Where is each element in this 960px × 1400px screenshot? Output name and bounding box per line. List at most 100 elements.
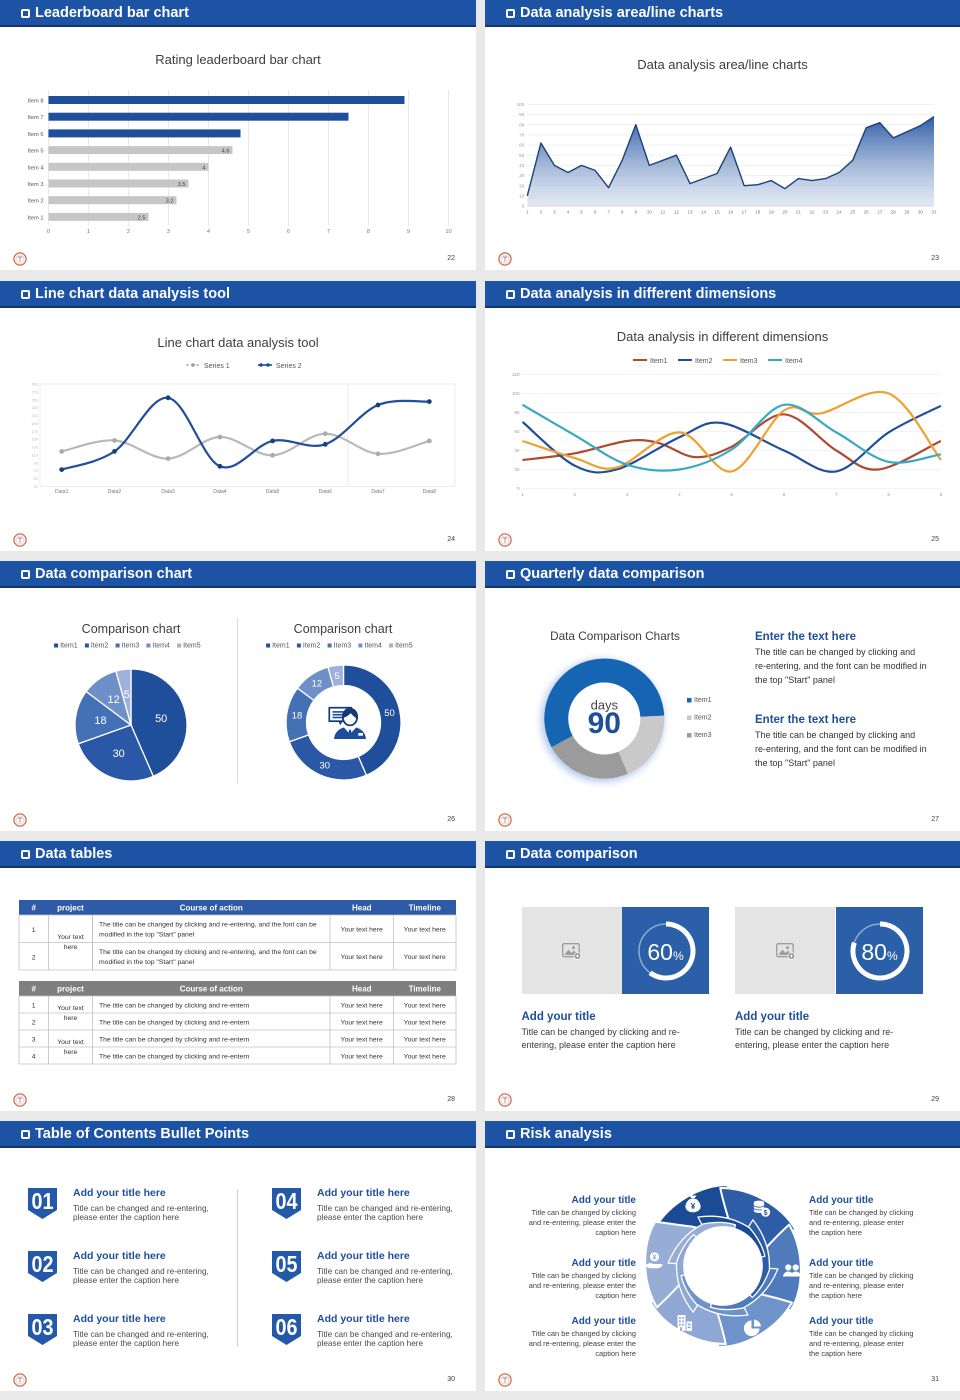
svg-text:3.2: 3.2 bbox=[166, 199, 174, 205]
svg-text:Data Comparison Charts: Data Comparison Charts bbox=[550, 629, 680, 643]
svg-text:Item1: Item1 bbox=[272, 643, 290, 650]
svg-text:Your text here: Your text here bbox=[341, 927, 383, 934]
svg-text:Your text here: Your text here bbox=[341, 1003, 383, 1010]
svg-text:19: 19 bbox=[769, 210, 775, 215]
svg-text:170: 170 bbox=[31, 429, 38, 434]
svg-text:Item3: Item3 bbox=[740, 358, 758, 365]
svg-text:2: 2 bbox=[574, 492, 577, 497]
svg-text:Item1: Item1 bbox=[650, 358, 668, 365]
svg-text:Course of action: Course of action bbox=[180, 904, 243, 913]
svg-text:The title can be changed by cl: The title can be changed by clicking and… bbox=[99, 1020, 250, 1027]
svg-text:Item5: Item5 bbox=[395, 643, 413, 650]
svg-text:Your text here: Your text here bbox=[341, 1037, 383, 1044]
svg-text:The title can be changed by cl: The title can be changed by clicking and… bbox=[99, 1054, 250, 1061]
svg-text:50: 50 bbox=[155, 713, 167, 725]
svg-text:18: 18 bbox=[292, 711, 303, 722]
svg-text:Your text here: Your text here bbox=[404, 1054, 446, 1061]
svg-text:20: 20 bbox=[519, 183, 525, 188]
svg-text:06: 06 bbox=[275, 1314, 297, 1340]
svg-text:project: project bbox=[57, 985, 84, 994]
svg-text:17: 17 bbox=[742, 210, 748, 215]
svg-text:6: 6 bbox=[783, 492, 786, 497]
svg-text:70: 70 bbox=[519, 133, 525, 138]
svg-text:30: 30 bbox=[320, 761, 331, 772]
svg-text:Item 6: Item 6 bbox=[28, 132, 44, 138]
svg-text:40: 40 bbox=[514, 448, 520, 453]
svg-text:Item1: Item1 bbox=[60, 643, 78, 650]
svg-text:7: 7 bbox=[327, 229, 330, 235]
svg-text:The title can be changed by cl: The title can be changed by clicking and… bbox=[99, 1003, 250, 1010]
svg-text:3: 3 bbox=[553, 210, 556, 215]
svg-text:18: 18 bbox=[94, 715, 106, 727]
svg-text:27: 27 bbox=[877, 210, 883, 215]
svg-text:18: 18 bbox=[755, 210, 761, 215]
svg-text:1: 1 bbox=[526, 210, 529, 215]
svg-text:4: 4 bbox=[567, 210, 570, 215]
svg-text:8: 8 bbox=[367, 229, 370, 235]
svg-text:2: 2 bbox=[127, 229, 130, 235]
svg-text:Your text here: Your text here bbox=[341, 1020, 383, 1027]
svg-text:14: 14 bbox=[701, 210, 707, 215]
svg-text:The title can be changed by cl: The title can be changed by clicking and… bbox=[99, 922, 317, 929]
svg-text:30: 30 bbox=[113, 748, 125, 760]
svg-text:21: 21 bbox=[796, 210, 802, 215]
svg-text:Data6: Data6 bbox=[319, 489, 333, 495]
svg-text:2: 2 bbox=[32, 1020, 36, 1027]
svg-text:250: 250 bbox=[31, 397, 38, 402]
svg-text:Head: Head bbox=[352, 985, 372, 994]
svg-text:The title can be changed by cl: The title can be changed by clicking and… bbox=[99, 949, 317, 956]
svg-text:4: 4 bbox=[202, 165, 205, 171]
svg-text:190: 190 bbox=[31, 421, 38, 426]
svg-text:Item5: Item5 bbox=[183, 643, 201, 650]
svg-text:30: 30 bbox=[918, 210, 924, 215]
svg-text:#: # bbox=[32, 985, 37, 994]
svg-text:3.5: 3.5 bbox=[178, 182, 186, 188]
svg-text:Item3: Item3 bbox=[694, 732, 712, 739]
svg-text:90: 90 bbox=[34, 460, 39, 465]
svg-text:90: 90 bbox=[519, 112, 525, 117]
svg-text:4: 4 bbox=[678, 492, 681, 497]
svg-text:8: 8 bbox=[621, 210, 624, 215]
svg-text:20: 20 bbox=[782, 210, 788, 215]
svg-text:2: 2 bbox=[32, 954, 36, 961]
svg-text:9: 9 bbox=[407, 229, 410, 235]
svg-text:Item 2: Item 2 bbox=[28, 199, 44, 205]
svg-text:0: 0 bbox=[517, 486, 520, 491]
svg-text:13: 13 bbox=[687, 210, 693, 215]
svg-text:30: 30 bbox=[519, 173, 525, 178]
svg-text:#: # bbox=[32, 904, 37, 913]
svg-text:25: 25 bbox=[850, 210, 856, 215]
svg-text:50: 50 bbox=[519, 153, 525, 158]
svg-text:3: 3 bbox=[167, 229, 170, 235]
svg-text:03: 03 bbox=[31, 1314, 53, 1340]
svg-text:11: 11 bbox=[661, 210, 666, 215]
svg-text:12: 12 bbox=[674, 210, 680, 215]
svg-text:Item4: Item4 bbox=[152, 643, 170, 650]
svg-text:7: 7 bbox=[607, 210, 610, 215]
svg-text:05: 05 bbox=[275, 1251, 297, 1277]
svg-text:Your text here: Your text here bbox=[341, 954, 383, 961]
svg-text:50: 50 bbox=[34, 476, 39, 481]
svg-text:4.6: 4.6 bbox=[222, 149, 230, 155]
svg-text:270: 270 bbox=[31, 389, 38, 394]
svg-text:9: 9 bbox=[940, 492, 943, 497]
svg-text:Data8: Data8 bbox=[423, 489, 437, 495]
svg-text:28: 28 bbox=[891, 210, 897, 215]
svg-text:Your text here: Your text here bbox=[404, 1037, 446, 1044]
svg-text:Item 8: Item 8 bbox=[28, 99, 44, 105]
svg-text:Your text here: Your text here bbox=[341, 1054, 383, 1061]
svg-text:Timeline: Timeline bbox=[409, 985, 442, 994]
svg-text:Item4: Item4 bbox=[785, 358, 803, 365]
svg-text:210: 210 bbox=[31, 413, 38, 418]
svg-text:modified in the top "Start" pa: modified in the top "Start" panel bbox=[99, 932, 195, 939]
svg-text:Your text here: Your text here bbox=[404, 954, 446, 961]
svg-text:Data4: Data4 bbox=[213, 489, 227, 495]
svg-text:31: 31 bbox=[931, 210, 937, 215]
svg-text:days: days bbox=[591, 698, 619, 713]
svg-text:Data2: Data2 bbox=[108, 489, 122, 495]
svg-text:26: 26 bbox=[864, 210, 870, 215]
svg-text:Head: Head bbox=[352, 904, 372, 913]
svg-text:150: 150 bbox=[31, 437, 38, 442]
svg-text:10: 10 bbox=[519, 193, 525, 198]
svg-text:1: 1 bbox=[521, 492, 524, 497]
